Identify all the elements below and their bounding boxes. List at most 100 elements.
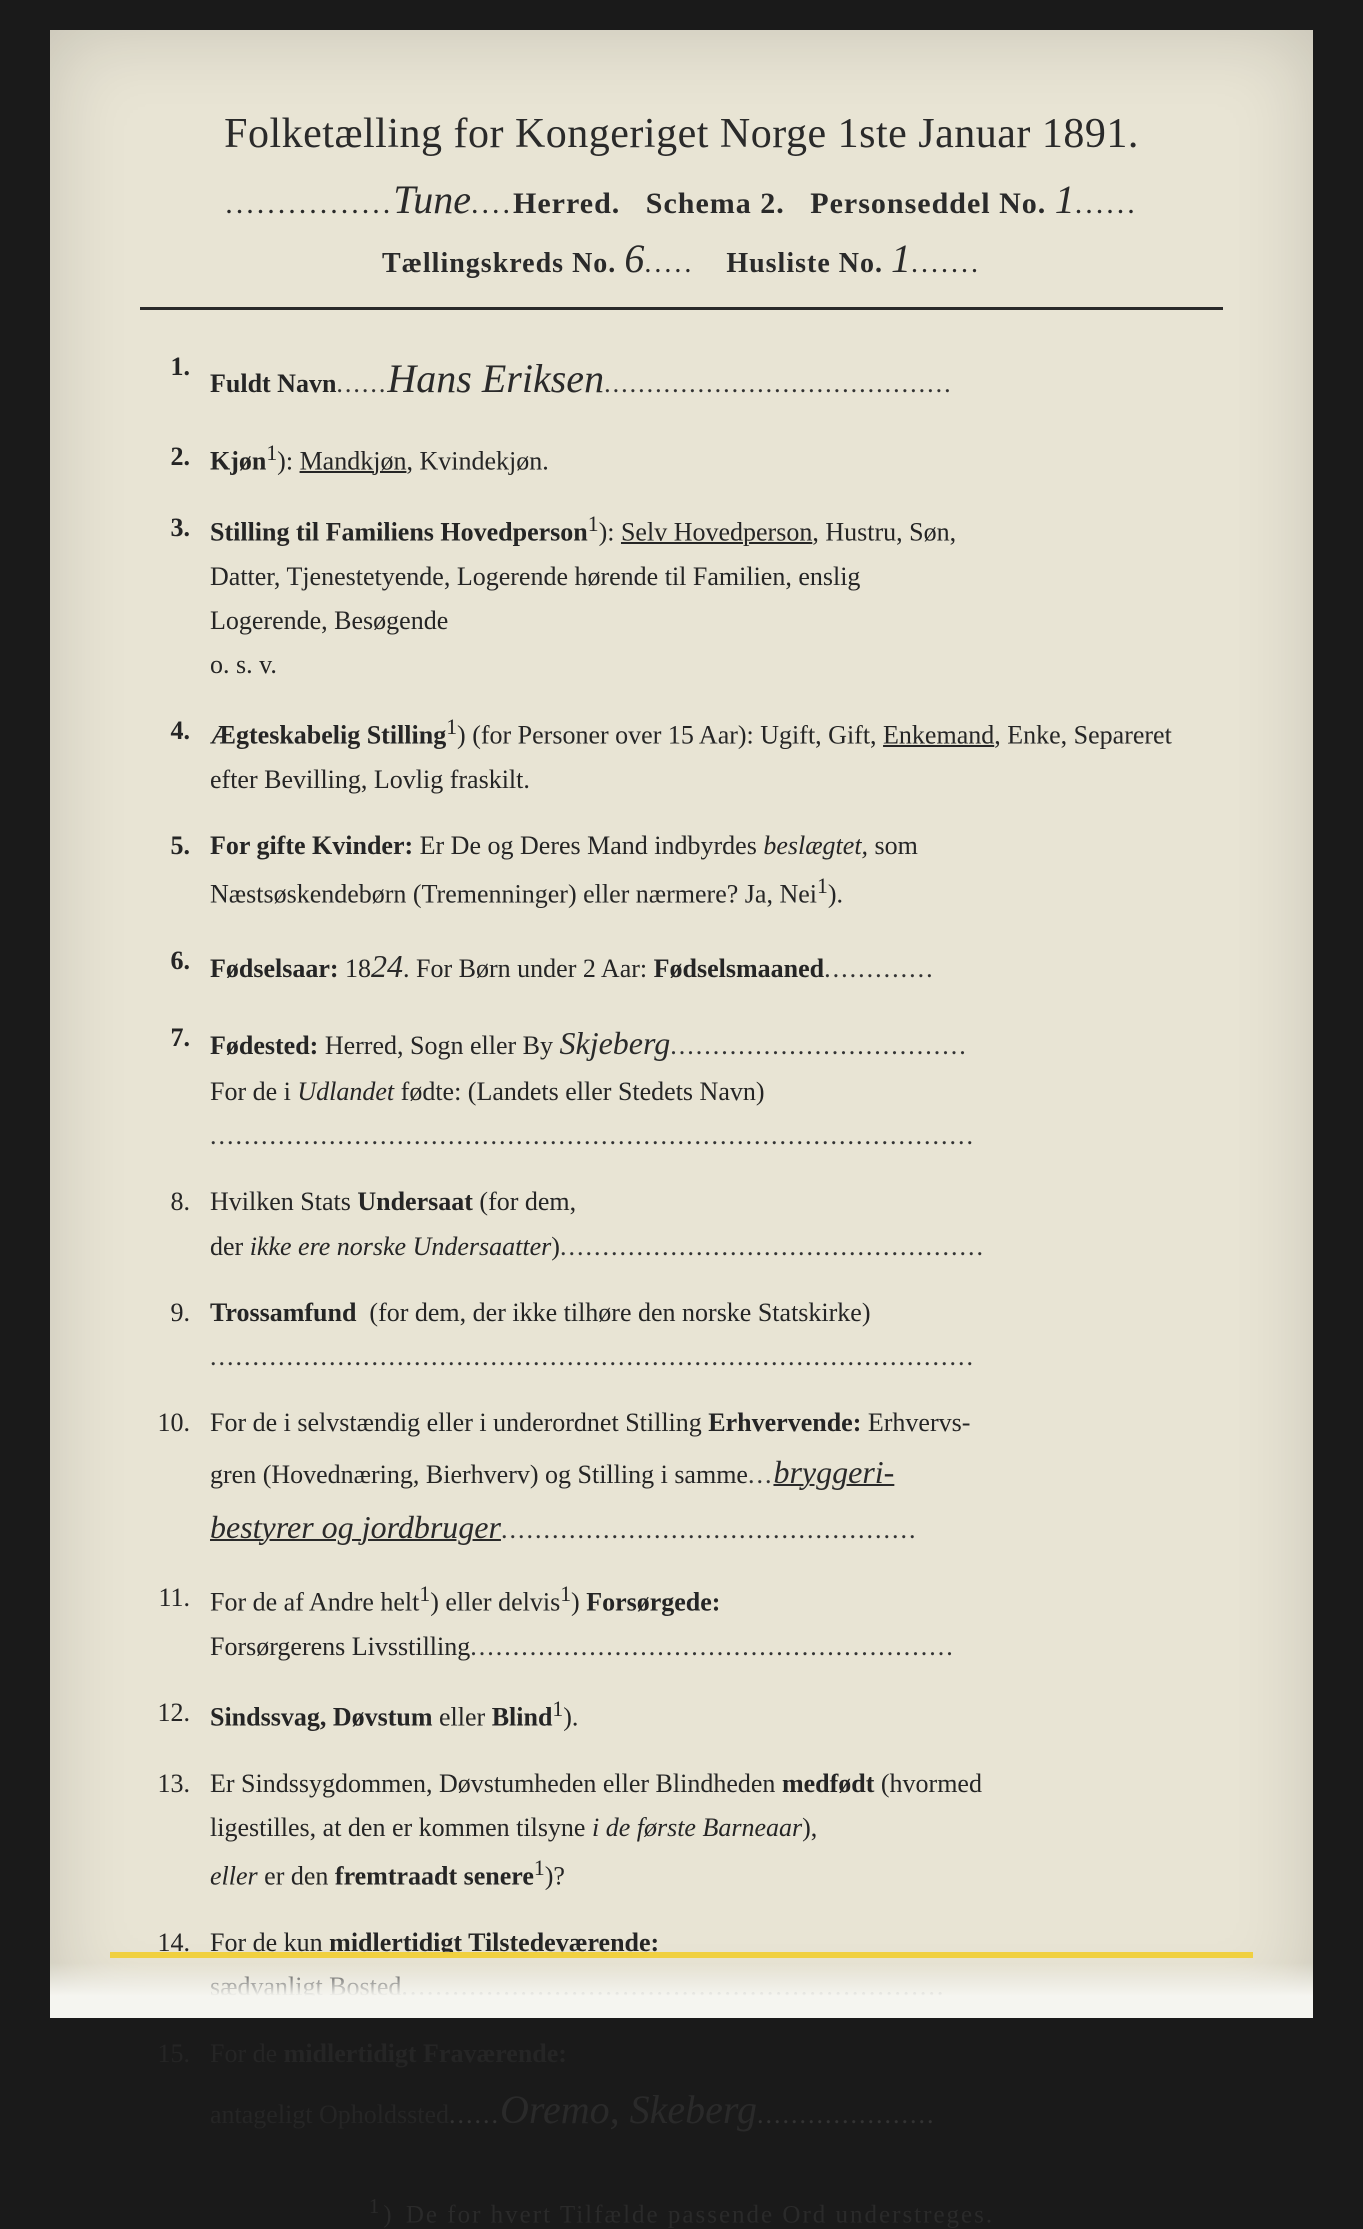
text: o. s. v. [210, 650, 277, 679]
item-12-disability: 12. Sindssvag, Døvstum eller Blind1). [140, 1691, 1223, 1740]
item-3-relation: 3. Stilling til Familiens Hovedperson1):… [140, 506, 1223, 687]
birthyear-value: 24 [371, 948, 403, 984]
binding-thread [110, 1952, 1253, 1958]
text: For de af Andre helt [210, 1588, 419, 1617]
item-4-marital: 4. Ægteskabelig Stilling1) (for Personer… [140, 709, 1223, 802]
footnote-sup: 1 [369, 2194, 383, 2218]
text: Forsørgerens Livsstilling [210, 1632, 470, 1661]
item-1-fullname: 1. Fuldt Navn......Hans Eriksen.........… [140, 345, 1223, 413]
text: Udlandet [297, 1077, 394, 1106]
item-body: Sindssvag, Døvstum eller Blind1). [210, 1691, 1223, 1740]
occupation-value-2: bestyrer og jordbruger [210, 1509, 501, 1545]
item-body: Fødselsaar: 1824. For Børn under 2 Aar: … [210, 939, 1223, 993]
item-body: Fuldt Navn......Hans Eriksen............… [210, 345, 1223, 413]
form-title: Folketælling for Kongeriget Norge 1ste J… [140, 110, 1223, 158]
label: Forsørgede: [586, 1588, 720, 1617]
text: Er De og Deres Mand indbyrdes [420, 831, 757, 860]
label: medfødt [782, 1769, 874, 1798]
text: ligestilles, at den er kommen tilsyne [210, 1813, 585, 1842]
fullname-value: Hans Eriksen [387, 356, 604, 401]
footnote-ref: 1 [588, 512, 599, 536]
footnote-ref: 1 [552, 1697, 563, 1721]
herred-label: Herred. [513, 187, 620, 220]
text: Ugift, Gift, [760, 721, 876, 750]
item-num: 2. [140, 435, 210, 484]
label: Ægteskabelig Stilling [210, 721, 446, 750]
item-num: 15. [140, 2032, 210, 2144]
text: Næstsøskendebørn (Tremenninger) eller næ… [210, 880, 817, 909]
label: Fødested: [210, 1031, 318, 1060]
header-rule [140, 307, 1223, 310]
text: Erhvervs- [868, 1408, 971, 1437]
item-body: For gifte Kvinder: Er De og Deres Mand i… [210, 824, 1223, 917]
item-15-temp-absent: 15. For de midlertidigt Fraværende: anta… [140, 2032, 1223, 2144]
footnote-ref: 1 [817, 874, 828, 898]
item-num: 8. [140, 1180, 210, 1268]
husliste-label: Husliste No. [726, 248, 883, 279]
text: 18 [345, 954, 371, 983]
label: fremtraadt senere [335, 1862, 534, 1891]
form-header: Folketælling for Kongeriget Norge 1ste J… [140, 110, 1223, 310]
item-6-birthyear: 6. Fødselsaar: 1824. For Børn under 2 Aa… [140, 939, 1223, 993]
item-2-sex: 2. Kjøn1): Mandkjøn, Kvindekjøn. [140, 435, 1223, 484]
kreds-value: 6 [624, 236, 644, 281]
item-body: For de af Andre helt1) eller delvis1) Fo… [210, 1576, 1223, 1669]
label: Trossamfund [210, 1298, 356, 1327]
footnote-ref: 1 [534, 1856, 545, 1880]
census-form-page: Folketælling for Kongeriget Norge 1ste J… [50, 30, 1313, 2018]
herred-value: Tune [393, 177, 471, 222]
footnote-ref: 1 [560, 1582, 571, 1606]
item-num: 12. [140, 1691, 210, 1740]
footnote-ref: 1 [419, 1582, 430, 1606]
subheader-line2: Tællingskreds No. 6..... Husliste No. 1.… [140, 235, 1223, 282]
text: fødte: (Landets eller Stedets Navn) [401, 1077, 765, 1106]
item-num: 3. [140, 506, 210, 687]
text: Datter, Tjenestetyende, Logerende hørend… [210, 562, 860, 591]
absent-location-value: Oremo, Skeberg [500, 2087, 757, 2132]
text: eller delvis [445, 1588, 560, 1617]
label: Fødselsmaaned [654, 954, 824, 983]
item-10-occupation: 10. For de i selvstændig eller i underor… [140, 1401, 1223, 1554]
text: (hvormed [881, 1769, 982, 1798]
label: Sindssvag, Døvstum [210, 1703, 433, 1732]
item-body: Er Sindssygdommen, Døvstumheden eller Bl… [210, 1762, 1223, 1899]
item-body: Trossamfund (for dem, der ikke tilhøre d… [210, 1291, 1223, 1379]
label: Fødselsaar: [210, 954, 339, 983]
item-body: For de i selvstændig eller i underordnet… [210, 1401, 1223, 1554]
text: Herred, Sogn eller By [325, 1031, 553, 1060]
item-num: 6. [140, 939, 210, 993]
text: ), [802, 1813, 817, 1842]
text: er den [264, 1862, 328, 1891]
sex-other: Kvindekjøn. [419, 447, 548, 476]
text: antageligt Opholdssted [210, 2100, 449, 2129]
label: Kjøn [210, 447, 266, 476]
label: Fuldt Navn [210, 369, 336, 398]
item-num: 11. [140, 1576, 210, 1669]
schema-label: Schema 2. [646, 187, 785, 220]
item-num: 4. [140, 709, 210, 802]
item-num: 5. [140, 824, 210, 917]
husliste-value: 1 [891, 236, 911, 281]
item-13-congenital: 13. Er Sindssygdommen, Døvstumheden elle… [140, 1762, 1223, 1899]
item-body: Fødested: Herred, Sogn eller By Skjeberg… [210, 1016, 1223, 1159]
torn-edge [50, 1963, 1313, 2018]
item-num: 1. [140, 345, 210, 413]
label: Erhvervende: [708, 1408, 861, 1437]
text: For de [210, 2039, 277, 2068]
birthplace-value: Skjeberg [560, 1025, 671, 1061]
item-body: Hvilken Stats Undersaat (for dem, der ik… [210, 1180, 1223, 1268]
item-num: 13. [140, 1762, 210, 1899]
footnote-text: De for hvert Tilfælde passende Ord under… [406, 2201, 994, 2228]
dots-lead: ................ [225, 187, 393, 220]
text: ? [553, 1862, 565, 1891]
occupation-value-1: bryggeri- [773, 1454, 894, 1490]
personseddel-value: 1 [1055, 177, 1075, 222]
text: eller [210, 1862, 258, 1891]
label: Undersaat [357, 1187, 473, 1216]
item-9-religion: 9. Trossamfund (for dem, der ikke tilhør… [140, 1291, 1223, 1379]
text: , Hustru, Søn, [812, 518, 956, 547]
item-8-subject: 8. Hvilken Stats Undersaat (for dem, der… [140, 1180, 1223, 1268]
text: i de første Barneaar [592, 1813, 802, 1842]
item-num: 10. [140, 1401, 210, 1554]
text: Hvilken Stats [210, 1187, 351, 1216]
